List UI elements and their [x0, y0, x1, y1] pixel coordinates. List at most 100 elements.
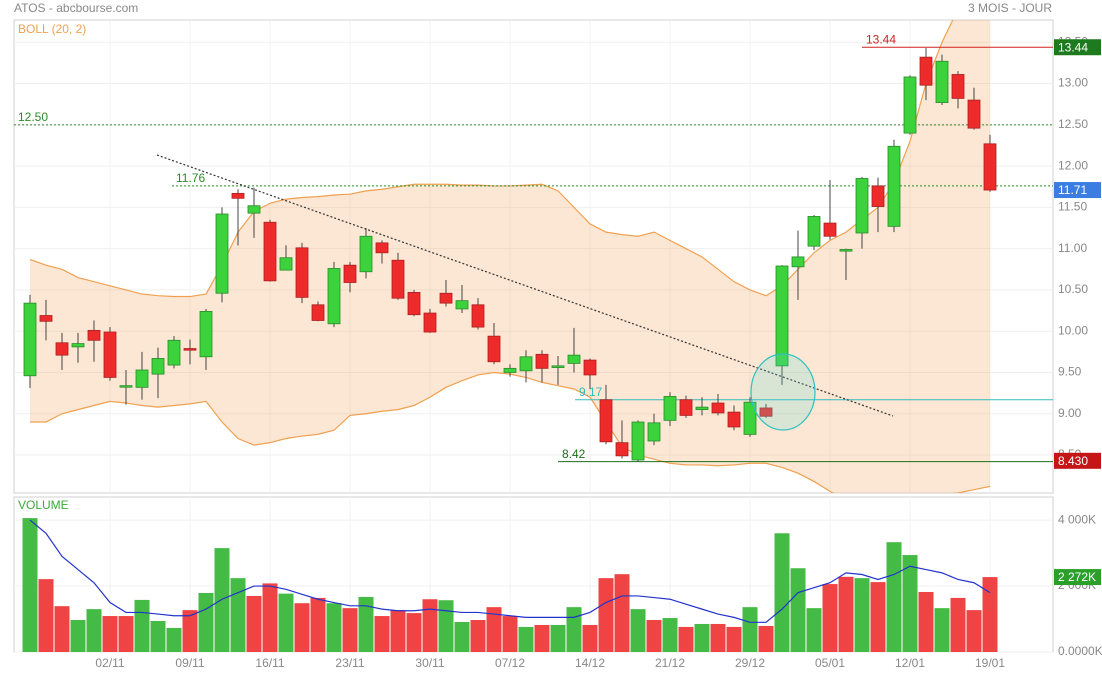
- volume-bar: [694, 623, 710, 652]
- indicator-label: BOLL (20, 2): [18, 22, 86, 36]
- volume-bar: [934, 608, 950, 652]
- candle-body: [567, 354, 581, 364]
- candle-body: [727, 411, 741, 428]
- volume-bar: [822, 584, 838, 652]
- candle-body: [919, 56, 933, 86]
- volume-bar: [886, 542, 902, 652]
- candle-body: [263, 221, 277, 282]
- volume-bar: [470, 620, 486, 652]
- y-tick-label: 11.00: [1058, 241, 1087, 255]
- x-tick-label: 07/12: [495, 656, 525, 670]
- volume-bar: [630, 609, 646, 652]
- candle-body: [71, 343, 85, 348]
- x-tick-label: 09/11: [175, 656, 204, 670]
- chart-subtitle: 3 MOIS - JOUR: [968, 1, 1052, 15]
- value-box-label: 8.430: [1058, 454, 1088, 468]
- candle-body: [935, 60, 949, 103]
- volume-bar: [262, 583, 278, 652]
- y-tick-label: 4 000K: [1058, 512, 1096, 526]
- volume-bar: [790, 568, 806, 652]
- candle-body: [295, 247, 309, 298]
- candle-body: [391, 259, 405, 299]
- volume-bar: [86, 609, 102, 652]
- candle-body: [487, 335, 501, 363]
- volume-bar: [838, 576, 854, 652]
- candle-body: [215, 213, 229, 294]
- volume-bar: [918, 591, 934, 652]
- candle-body: [599, 399, 613, 443]
- volume-bar: [854, 578, 870, 652]
- x-tick-label: 02/11: [95, 656, 124, 670]
- volume-bar: [710, 623, 726, 652]
- value-box-label: 2 272K: [1058, 570, 1096, 584]
- candle-body: [231, 192, 245, 199]
- volume-bar: [518, 626, 534, 652]
- y-tick-label: 12.50: [1058, 117, 1088, 131]
- y-tick-label: 12.00: [1058, 158, 1088, 172]
- volume-bar: [294, 603, 310, 652]
- candle-body: [503, 367, 517, 373]
- highlight-circle: [750, 353, 816, 431]
- candle-body: [327, 268, 341, 325]
- candle-body: [359, 235, 373, 273]
- candle-body: [647, 422, 661, 442]
- candle-body: [519, 356, 533, 372]
- value-box-label: 13.44: [1058, 40, 1088, 54]
- candle-body: [791, 256, 805, 268]
- volume-bar: [358, 596, 374, 652]
- volume-bar: [726, 626, 742, 652]
- candle-body: [983, 143, 997, 191]
- y-tick-label: 10.00: [1058, 323, 1088, 337]
- volume-bar: [614, 574, 630, 652]
- volume-bar: [982, 577, 998, 652]
- candle-body: [775, 265, 789, 367]
- candle-body: [839, 249, 853, 252]
- volume-bar: [22, 518, 38, 652]
- volume-bar: [278, 593, 294, 652]
- volume-bar: [502, 616, 518, 652]
- volume-bar: [486, 607, 502, 652]
- candle-body: [55, 342, 69, 356]
- candle-body: [711, 402, 725, 414]
- candle-body: [663, 396, 677, 421]
- y-tick-label: 9.50: [1058, 365, 1082, 379]
- x-tick-label: 12/01: [895, 656, 925, 670]
- volume-bar: [774, 533, 790, 652]
- value-box-label: 11.71: [1058, 183, 1087, 197]
- x-tick-label: 30/11: [415, 656, 444, 670]
- candle-body: [695, 406, 709, 411]
- candle-body: [167, 339, 181, 366]
- volume-bar: [182, 610, 198, 652]
- candle-body: [855, 178, 869, 234]
- candle-body: [87, 329, 101, 341]
- candle-body: [199, 310, 213, 358]
- volume-bar: [582, 624, 598, 652]
- x-tick-label: 14/12: [575, 656, 605, 670]
- volume-bar: [246, 595, 262, 652]
- x-tick-label: 29/12: [735, 656, 765, 670]
- candle-body: [23, 302, 37, 377]
- y-tick-label: 10.50: [1058, 282, 1088, 296]
- candle-body: [119, 385, 133, 388]
- value-box: [1054, 39, 1101, 56]
- candle-body: [407, 292, 421, 316]
- volume-bar: [406, 613, 422, 652]
- candle-body: [807, 216, 821, 247]
- volume-bar: [902, 555, 918, 652]
- volume-label: VOLUME: [18, 498, 69, 512]
- volume-bar: [374, 616, 390, 652]
- candle-body: [343, 264, 357, 283]
- x-tick-label: 05/01: [815, 656, 845, 670]
- candle-body: [279, 257, 293, 271]
- y-tick-label: 11.50: [1058, 200, 1087, 214]
- candle-body: [951, 74, 965, 99]
- value-box: [1054, 452, 1101, 469]
- volume-bar: [950, 597, 966, 652]
- volume-bar: [566, 607, 582, 652]
- main-layer: 13.5013.0012.5012.0011.5011.0010.5010.00…: [14, 32, 1102, 670]
- candle-body: [871, 185, 885, 207]
- volume-bar: [966, 610, 982, 652]
- y-tick-label: 9.00: [1058, 406, 1082, 420]
- level-label: 11.76: [176, 171, 205, 185]
